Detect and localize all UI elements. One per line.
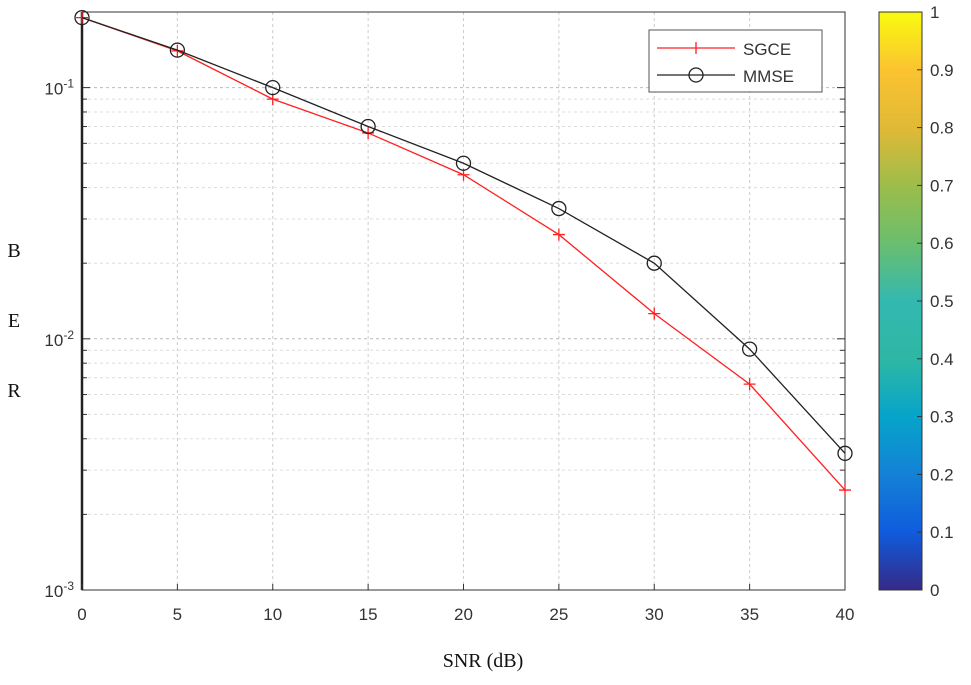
x-tick-label: 35 — [740, 605, 759, 624]
data-point-mmse — [169, 42, 186, 58]
x-tick-label: 5 — [173, 605, 182, 624]
x-axis-label: SNR (dB) — [443, 650, 524, 672]
y-axis-label-letter: B — [7, 240, 20, 262]
y-tick-exp: -2 — [63, 328, 74, 342]
colorbar-tick-label: 0.1 — [930, 523, 954, 542]
data-point-mmse — [551, 200, 567, 217]
y-tick-exp: -1 — [63, 77, 74, 91]
x-tick-label: 0 — [77, 605, 86, 624]
data-point-sgce — [76, 11, 88, 24]
y-tick-exp: -3 — [63, 579, 74, 593]
data-point-sgce — [839, 484, 851, 497]
colorbar: 0 0.1 0.2 0.3 0.4 0.5 0.6 0.7 0.8 0.9 1 — [878, 3, 954, 600]
series-line-mmse — [81, 16, 846, 454]
series-group — [74, 9, 853, 497]
data-point-sgce — [648, 307, 661, 320]
colorbar-tick-label: 0.5 — [930, 292, 954, 311]
colorbar-tick-label: 0 — [930, 581, 939, 600]
colorbar-tick-label: 0.2 — [930, 465, 954, 484]
legend-label: SGCE — [743, 40, 791, 59]
legend: SGCE MMSE — [648, 29, 823, 93]
x-tick-label: 25 — [549, 605, 568, 624]
data-point-mmse — [265, 79, 281, 96]
y-axis-label-letter: E — [8, 310, 20, 332]
data-point-mmse — [837, 445, 853, 461]
y-tick-label: 10-1 — [44, 77, 74, 99]
y-tick-label: 10-3 — [44, 579, 74, 601]
y-tick-base: 10 — [44, 331, 63, 350]
data-point-sgce — [743, 378, 756, 391]
colorbar-tick-label: 0.6 — [930, 234, 954, 253]
y-axis-label-letter: R — [7, 380, 21, 402]
colorbar-gradient — [878, 11, 923, 591]
colorbar-tick-label: 0.3 — [930, 408, 954, 427]
colorbar-tick-label: 1 — [930, 3, 939, 22]
legend-label: MMSE — [743, 67, 794, 86]
y-tick-base: 10 — [44, 582, 63, 601]
data-point-mmse — [741, 341, 758, 357]
x-tick-label: 20 — [454, 605, 473, 624]
colorbar-tick-label: 0.8 — [930, 119, 954, 138]
data-point-mmse — [360, 118, 376, 135]
x-tick-label: 10 — [263, 605, 282, 624]
legend-marker — [688, 67, 704, 83]
axis-labels: SNR (dB) B E R — [7, 240, 523, 672]
x-tick-label: 30 — [645, 605, 664, 624]
y-tick-base: 10 — [44, 80, 63, 99]
colorbar-tick-label: 0.4 — [930, 350, 954, 369]
grid — [81, 11, 846, 591]
data-point-mmse — [646, 255, 662, 271]
data-point-sgce — [171, 44, 184, 57]
colorbar-tick-label: 0.9 — [930, 61, 954, 80]
x-tick-label: 15 — [359, 605, 378, 624]
colorbar-tick-label: 0.7 — [930, 176, 954, 195]
y-tick-label: 10-2 — [44, 328, 74, 350]
data-point-sgce — [552, 228, 565, 241]
x-tick-label: 40 — [836, 605, 855, 624]
data-point-mmse — [74, 9, 90, 26]
data-point-mmse — [455, 155, 472, 171]
legend-box — [648, 29, 823, 93]
